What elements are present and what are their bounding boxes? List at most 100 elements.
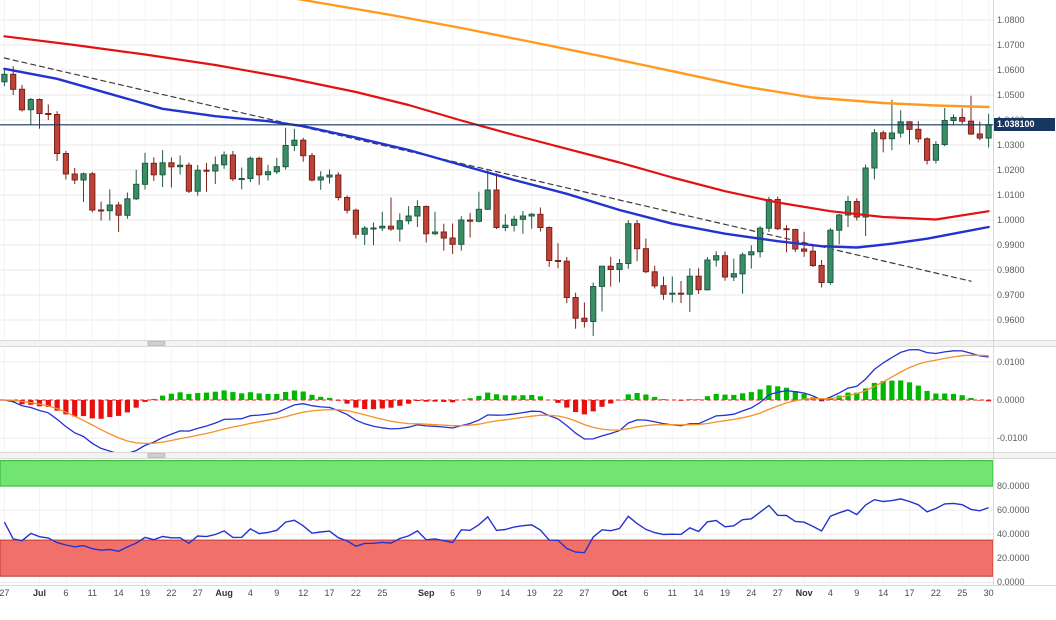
time-axis-label: 19: [720, 588, 730, 598]
candle-body: [853, 201, 860, 218]
macd-histogram-bar: [370, 400, 377, 410]
macd-histogram-bar: [476, 395, 482, 400]
candle-body: [370, 227, 377, 230]
price-axis-label: 1.0700: [997, 40, 1025, 50]
time-axis-label: 24: [746, 588, 756, 598]
candle-body: [554, 260, 562, 262]
candle-body: [45, 113, 52, 115]
oscillator-pane-hotspot[interactable]: [0, 459, 993, 584]
macd-histogram-bar: [827, 398, 833, 400]
panel-resize-handle[interactable]: [147, 341, 166, 346]
candle-body: [563, 260, 570, 299]
candle-body: [361, 227, 368, 235]
osc-axis-label: 60.0000: [997, 505, 1030, 515]
candle-body: [185, 164, 193, 192]
candle-body: [792, 229, 799, 250]
price-axis-hotspot[interactable]: [993, 0, 1056, 585]
candle-body: [546, 227, 553, 261]
macd-histogram-bar: [142, 400, 148, 402]
macd-histogram-bar: [599, 400, 605, 407]
candle-body: [836, 214, 843, 231]
candle-body: [36, 99, 43, 114]
panel-divider[interactable]: [0, 340, 1056, 347]
osc-axis-label: 0.0000: [997, 577, 1025, 587]
candle-body: [818, 265, 825, 283]
macd-histogram-bar: [564, 400, 570, 408]
macd-histogram-bar: [529, 395, 535, 400]
osc-axis-label: 20.0000: [997, 553, 1030, 563]
panel-resize-handle[interactable]: [147, 453, 166, 458]
candle-body: [959, 117, 966, 122]
candle-body: [291, 139, 298, 146]
candle-body: [168, 162, 175, 168]
candle-body: [651, 271, 658, 287]
macd-histogram-bar: [924, 390, 930, 400]
macd-histogram-bar: [704, 396, 710, 400]
candle-body: [950, 117, 957, 121]
trendline: [3, 57, 972, 282]
time-axis-label: Oct: [612, 588, 627, 598]
candle-body: [414, 206, 421, 217]
candle-body: [739, 254, 746, 275]
candle-body: [537, 213, 544, 229]
candle-body: [695, 275, 702, 291]
candle-body: [89, 173, 96, 211]
macd-histogram: [10, 380, 992, 419]
candle-body: [106, 204, 113, 212]
macd-histogram-bar: [151, 398, 157, 400]
panel-divider[interactable]: [0, 452, 1056, 459]
candle-body: [10, 73, 17, 90]
candle-body: [133, 183, 140, 200]
candle-body: [581, 317, 588, 322]
macd-histogram-bar: [186, 394, 192, 400]
macd-histogram-bar: [265, 393, 271, 400]
time-axis-label: 27: [579, 588, 589, 598]
candle-body: [880, 132, 887, 140]
macd-histogram-bar: [467, 398, 473, 400]
time-axis-label: Nov: [796, 588, 813, 598]
macd-histogram-bar: [80, 400, 87, 417]
candle-body: [150, 162, 157, 176]
candle-body: [124, 198, 131, 216]
candle-body: [221, 154, 228, 166]
time-axis-label: 14: [500, 588, 510, 598]
time-axis-label: 22: [931, 588, 941, 598]
macd-histogram-bar: [72, 400, 78, 417]
macd-histogram-bar: [573, 400, 579, 413]
ma-orange: [296, 0, 990, 109]
macd-histogram-bar: [362, 400, 368, 409]
macd-histogram-bar: [625, 394, 631, 400]
candle-body: [177, 164, 184, 168]
candle-body: [774, 199, 781, 230]
macd-histogram-bar: [660, 399, 667, 400]
oscillator-panel: 80.0000 60.0000 40.0000 20.0000 0.0000: [0, 460, 1030, 587]
macd-histogram-bar: [89, 400, 95, 419]
candle-body: [713, 255, 720, 261]
candle-body: [660, 285, 667, 295]
time-axis-label: 17: [324, 588, 334, 598]
time-axis-label: 27: [773, 588, 783, 598]
macd-histogram-bar: [502, 395, 508, 400]
ma-red: [3, 35, 990, 221]
time-axis-label: 9: [854, 588, 859, 598]
time-axis-hotspot[interactable]: [0, 585, 1056, 620]
candle-body: [484, 189, 491, 210]
macd-histogram-bar: [353, 400, 359, 408]
macd-histogram-bar: [906, 382, 913, 400]
macd-histogram-bar: [643, 394, 649, 400]
macd-histogram-bar: [950, 393, 957, 400]
macd-histogram-bar: [423, 400, 429, 402]
macd-pane-hotspot[interactable]: [0, 348, 993, 452]
time-axis-label: 4: [248, 588, 253, 598]
macd-histogram-bar: [36, 400, 43, 407]
candle-body: [1, 73, 8, 83]
macd-histogram-bar: [406, 400, 412, 404]
price-pane-hotspot[interactable]: [0, 0, 993, 340]
candle-body: [862, 167, 869, 218]
time-axis-label: Aug: [215, 588, 233, 598]
macd-histogram-bar: [432, 400, 438, 402]
time-axis-label: 14: [694, 588, 704, 598]
candle-body: [300, 139, 307, 157]
